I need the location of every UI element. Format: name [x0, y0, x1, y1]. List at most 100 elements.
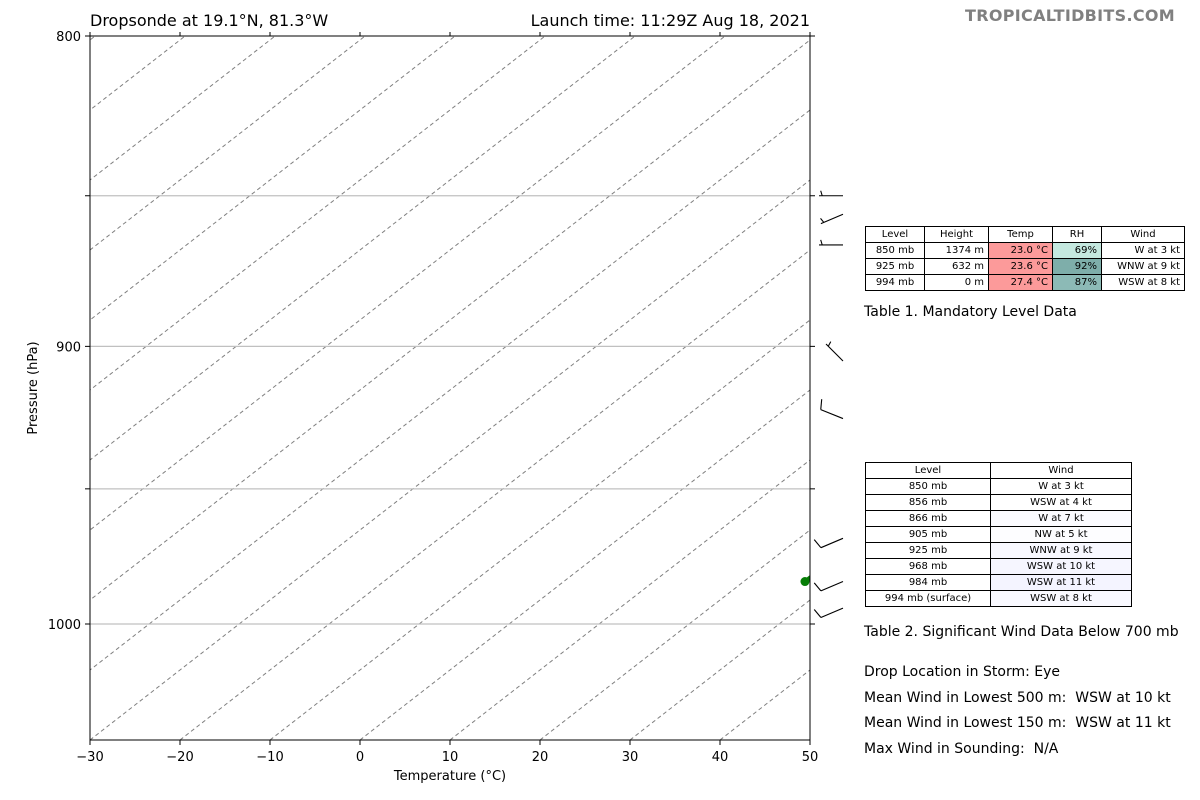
isotherm-line [90, 109, 810, 671]
table-row: 866 mb W at 7 kt [865, 510, 1132, 527]
y-axis-ticks: 800 900 1000 [48, 30, 815, 633]
header-wind: Wind [990, 462, 1132, 479]
table-row: 968 mb WSW at 10 kt [865, 558, 1132, 575]
header-rh: RH [1052, 226, 1102, 243]
x-tick-label: 40 [712, 750, 729, 765]
significant-wind-table: Level Wind 850 mb W at 3 kt 856 mb WSW a… [865, 462, 1132, 607]
wind-barb-feather [813, 609, 822, 618]
isotherm-line [90, 179, 810, 740]
wind-barb-feather [827, 341, 832, 347]
x-tick-label: −30 [76, 750, 103, 765]
wind-barb [813, 607, 844, 619]
table2-caption: Table 2. Significant Wind Data Below 700… [864, 624, 1179, 640]
cell-level: 856 mb [865, 494, 991, 511]
y-axis-label: Pressure (hPa) [26, 341, 41, 434]
mandatory-level-table: Level Height Temp RH Wind 850 mb 1374 m … [865, 226, 1185, 291]
y-tick-label: 1000 [48, 618, 81, 633]
isotherm-line [359, 389, 810, 740]
y-tick-label: 900 [56, 340, 81, 355]
cell-wind: WNW at 9 kt [990, 542, 1132, 559]
wind-barb-feather [820, 218, 825, 223]
isotherm-line [90, 36, 726, 531]
x-tick-label: 10 [442, 750, 459, 765]
cell-level: 994 mb (surface) [865, 590, 991, 607]
x-tick-label: 30 [622, 750, 639, 765]
wind-barb-feather [813, 539, 822, 549]
cell-wind: W at 7 kt [990, 510, 1132, 527]
header-temp: Temp [988, 226, 1053, 243]
cell-wind: WSW at 10 kt [990, 558, 1132, 575]
cell-temp: 27.4 °C [988, 274, 1053, 291]
table-row: 994 mb 0 m 27.4 °C 87% WSW at 8 kt [865, 274, 1185, 291]
plot-frame [89, 35, 811, 741]
cell-temp: 23.6 °C [988, 258, 1053, 275]
isotherm-line [90, 36, 366, 251]
wind-barb-staff [820, 581, 844, 592]
wind-barb [813, 581, 844, 592]
cell-wind: WSW at 8 kt [1101, 274, 1185, 291]
cell-level: 850 mb [865, 478, 991, 495]
wind-barb-feather [820, 399, 823, 410]
cell-rh: 69% [1052, 242, 1102, 259]
wind-barb-feather [813, 582, 822, 592]
isotherm-line [539, 529, 810, 740]
table-row: 905 mb NW at 5 kt [865, 526, 1132, 543]
wind-barb [825, 341, 844, 362]
header-height: Height [924, 226, 989, 243]
sounding-series [800, 437, 992, 587]
cell-height: 1374 m [924, 242, 989, 259]
max-wind-text: Max Wind in Sounding: N/A [864, 741, 1059, 757]
cell-wind: WNW at 9 kt [1101, 258, 1185, 275]
cell-height: 0 m [924, 274, 989, 291]
cell-level: 925 mb [865, 542, 991, 559]
header-level: Level [865, 462, 991, 479]
series-point [983, 437, 992, 446]
isotherm-line [629, 599, 810, 740]
isotherm-line [0, 36, 5, 740]
isotherm-line [179, 249, 810, 740]
wind-barb-staff [820, 213, 844, 225]
isotherm-line [90, 36, 276, 181]
cell-wind: WSW at 11 kt [990, 574, 1132, 591]
isotherm-line [449, 459, 810, 740]
wind-barbs [813, 190, 844, 619]
wind-barb-staff [820, 537, 844, 549]
x-axis-ticks: −30 −20 −10 0 10 20 30 40 50 [76, 32, 818, 765]
wind-barb-feather [820, 190, 823, 196]
series-point [980, 437, 989, 446]
cell-wind: W at 3 kt [1101, 242, 1185, 259]
x-tick-label: 20 [532, 750, 549, 765]
isotherm-lines [0, 36, 810, 740]
brand-watermark: TROPICALTIDBITS.COM [965, 6, 1175, 25]
wind-barb [819, 190, 843, 197]
mean-wind-150m-text: Mean Wind in Lowest 150 m: WSW at 11 kt [864, 715, 1171, 731]
wind-barb-staff [820, 409, 844, 420]
cell-temp: 23.0 °C [988, 242, 1053, 259]
table-header-row: Level Wind [865, 462, 1132, 479]
wind-barb [820, 213, 844, 225]
isotherm-line [90, 36, 546, 391]
table-row: 925 mb 632 m 23.6 °C 92% WNW at 9 kt [865, 258, 1185, 275]
wind-barb-staff [820, 607, 844, 619]
cell-rh: 92% [1052, 258, 1102, 275]
table-row: 925 mb WNW at 9 kt [865, 542, 1132, 559]
header-level: Level [865, 226, 925, 243]
cell-height: 632 m [924, 258, 989, 275]
cell-level: 968 mb [865, 558, 991, 575]
table-row: 984 mb WSW at 11 kt [865, 574, 1132, 591]
table-header-row: Level Height Temp RH Wind [865, 226, 1185, 243]
table-row: 850 mb W at 3 kt [865, 478, 1132, 495]
mean-wind-500m-text: Mean Wind in Lowest 500 m: WSW at 10 kt [864, 690, 1171, 706]
cell-level: 905 mb [865, 526, 991, 543]
table1-caption: Table 1. Mandatory Level Data [864, 304, 1077, 320]
isotherm-line [90, 36, 96, 41]
wind-barb [820, 399, 844, 420]
cell-level: 994 mb [865, 274, 925, 291]
chart-title-right: Launch time: 11:29Z Aug 18, 2021 [530, 11, 810, 30]
isotherm-line [90, 36, 636, 461]
pressure-gridlines [90, 195, 810, 625]
wind-barb-feather [820, 239, 823, 246]
cell-wind: W at 3 kt [990, 478, 1132, 495]
wind-barb [819, 239, 843, 246]
